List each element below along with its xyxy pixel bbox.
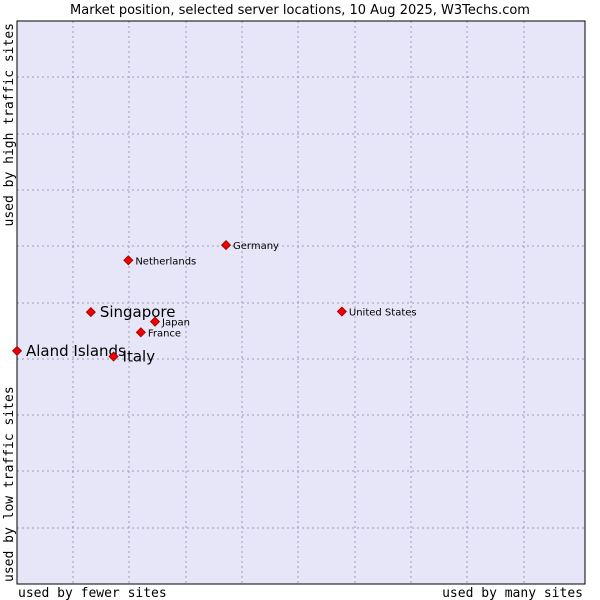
data-point-aland-islands: Aland Islands [11, 342, 126, 360]
data-point-singapore: Singapore [85, 303, 176, 321]
grid-lines [17, 21, 585, 584]
point-marker [149, 316, 161, 327]
point-label: Germany [233, 241, 279, 252]
point-marker [85, 307, 96, 318]
point-label: Japan [161, 318, 190, 329]
point-label: United States [349, 308, 417, 319]
data-point-united-states: United States [336, 306, 417, 319]
y-axis-label-top: used by high traffic sites [2, 23, 17, 227]
point-marker [123, 255, 134, 266]
point-label: France [148, 328, 181, 339]
data-point-france: France [135, 327, 181, 339]
point-marker [336, 306, 347, 317]
y-axis-label-bottom: used by low traffic sites [2, 386, 17, 582]
point-marker [135, 327, 146, 338]
plot-frame [16, 20, 586, 585]
point-marker [220, 240, 232, 251]
data-point-japan: Japan [149, 316, 190, 329]
x-axis-label-right: used by many sites [442, 586, 583, 600]
point-marker [11, 345, 23, 356]
point-label: Singapore [100, 303, 176, 321]
point-marker [108, 351, 119, 362]
point-label: Netherlands [135, 256, 196, 267]
x-axis-label-left: used by fewer sites [18, 586, 167, 600]
data-point-netherlands: Netherlands [123, 255, 196, 267]
point-label: Italy [123, 348, 156, 366]
point-label: Aland Islands [26, 342, 126, 360]
data-point-germany: Germany [220, 240, 279, 252]
plot-area [17, 21, 585, 584]
data-point-italy: Italy [108, 348, 156, 366]
chart-title: Market position, selected server locatio… [70, 3, 530, 18]
